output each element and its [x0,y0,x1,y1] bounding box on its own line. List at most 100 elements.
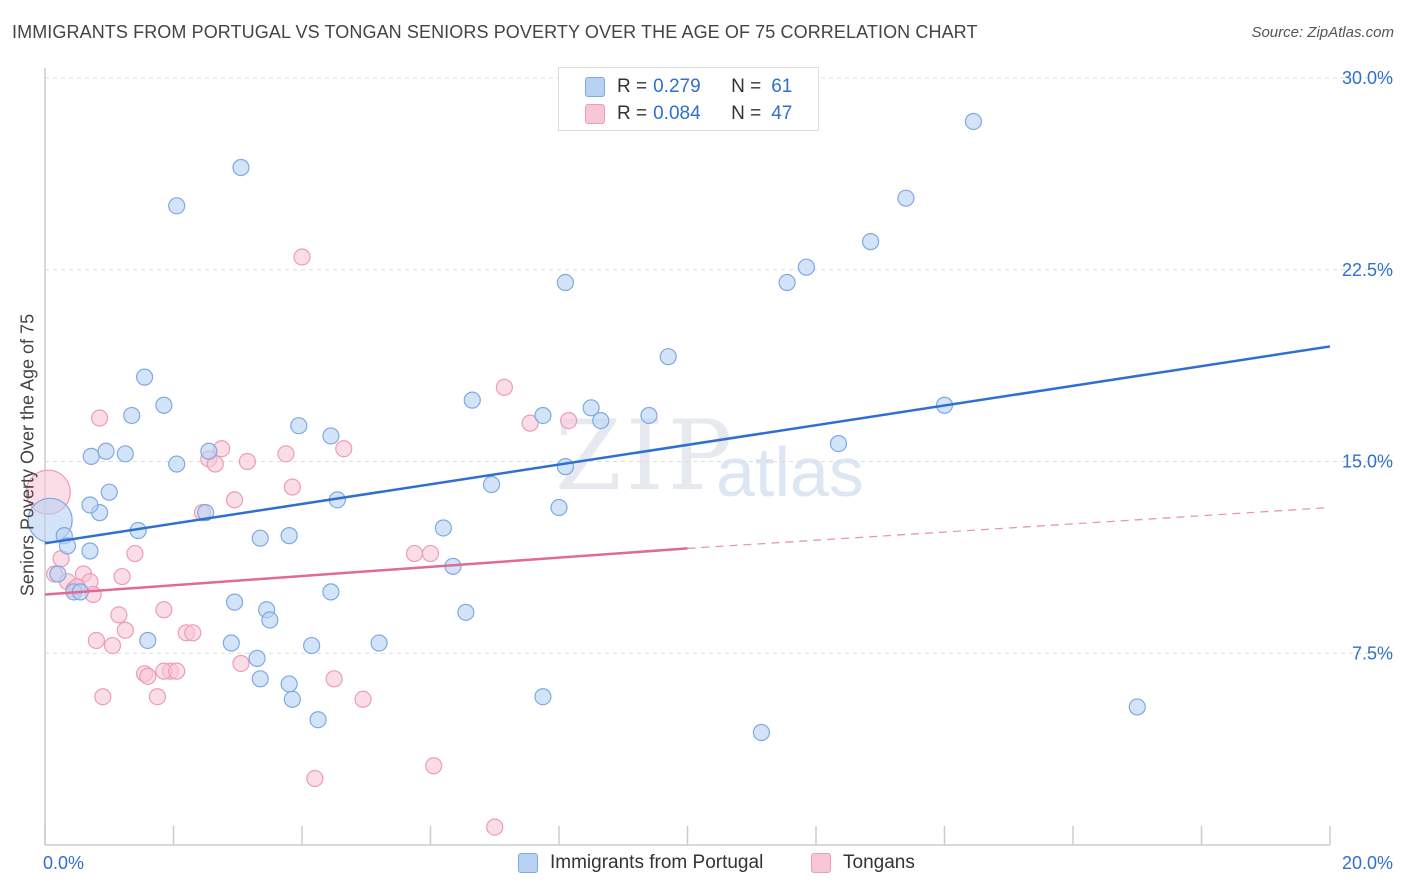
legend-swatch-tongans [585,104,605,124]
legend-label-tongans: Tongans [843,852,915,873]
r-label: R = [617,76,648,97]
legend-row-portugal: R = 0.279 N = 61 [585,74,792,100]
point-portugal [225,593,244,611]
point-tongans [103,636,122,655]
point-tongans [238,452,256,471]
point-tongans [335,440,353,458]
point-tongans [116,621,134,639]
point-portugal [582,399,600,417]
point-tongans [87,631,106,650]
point-tongans [113,567,131,586]
point-portugal [778,273,796,292]
point-portugal [222,634,240,652]
point-portugal [556,273,575,292]
point-tongans [155,601,173,619]
point-portugal [534,688,552,706]
point-portugal [556,458,575,476]
point-tongans [293,248,311,266]
point-portugal [434,519,452,537]
point-tongans [232,654,250,673]
point-tongans [126,544,144,563]
source-label: Source: ZipAtlas.com [1251,24,1394,41]
point-tongans [277,445,295,463]
x-tick-label: 0.0% [43,853,84,873]
point-tongans [425,757,443,775]
y-tick-label: 15.0% [1342,452,1393,472]
point-tongans [486,818,504,836]
point-portugal [534,406,552,425]
point-portugal [139,631,157,650]
point-tongans [421,544,440,563]
legend-label-portugal: Immigrants from Portugal [550,852,764,873]
legend-item-tongans[interactable]: Tongans [811,852,915,874]
point-tongans [139,667,157,685]
point-portugal [82,447,100,465]
point-portugal [752,723,770,742]
point-portugal [964,112,983,131]
point-portugal [261,611,279,629]
r-value: 0.279 [653,76,701,97]
point-tongans [560,411,578,430]
point-tongans [225,491,244,509]
point-portugal [81,542,99,560]
point-portugal [797,258,815,276]
trend-lines [44,345,1331,596]
point-portugal [550,498,568,517]
point-tongans [148,688,167,706]
point-portugal [303,636,321,655]
point-portugal [168,197,186,215]
point-portugal [197,504,215,522]
r-value: 0.084 [653,103,701,124]
n-label: N = [731,76,762,97]
n-value: 61 [771,76,793,97]
point-portugal [322,427,340,445]
point-tongans [495,378,513,396]
point-tongans [110,606,128,624]
trend-line-tongans [44,547,688,596]
r-label: R = [617,103,648,124]
point-portugal [897,189,915,207]
chart-title: IMMIGRANTS FROM PORTUGAL VS TONGAN SENIO… [12,22,978,42]
point-tongans [184,624,202,642]
point-portugal [251,529,269,547]
legend-row-tongans: R = 0.084 N = 47 [585,101,792,127]
point-portugal [123,406,141,425]
point-tongans [354,690,372,708]
point-portugal [200,442,218,460]
legend-item-portugal[interactable]: Immigrants from Portugal [518,852,763,874]
legend-swatch-tongans [811,853,831,873]
point-portugal [862,233,880,251]
series-tongans-points [25,248,578,836]
point-portugal [280,675,298,693]
trend-line-tongans-extension [687,506,1331,550]
y-tick-label: 22.5% [1342,260,1393,280]
point-tongans [91,409,109,427]
point-portugal [463,391,481,409]
point-portugal [232,158,250,177]
point-portugal [49,565,67,583]
point-portugal [248,649,266,667]
point-portugal [116,445,134,463]
point-portugal [290,417,308,435]
point-tongans [306,769,324,788]
point-portugal [457,603,475,621]
point-portugal [58,537,77,555]
series-portugal-points [27,112,1146,742]
tick-labels: 7.5% 15.0% 22.5% 30.0% 0.0% 20.0% [43,68,1393,873]
point-portugal [592,411,610,430]
point-portugal [168,455,186,473]
y-tick-label: 7.5% [1352,643,1393,663]
point-tongans [521,414,539,432]
x-tick-label: 20.0% [1342,853,1393,873]
n-value: 47 [771,103,793,124]
n-label: N = [731,103,762,124]
point-portugal [482,475,501,494]
point-tongans [325,670,343,688]
point-portugal [155,396,173,414]
point-portugal [251,670,269,688]
series-legend: Immigrants from Portugal Tongans [0,852,1406,878]
point-portugal [280,527,298,545]
point-tongans [94,688,112,706]
point-tongans [283,478,301,496]
